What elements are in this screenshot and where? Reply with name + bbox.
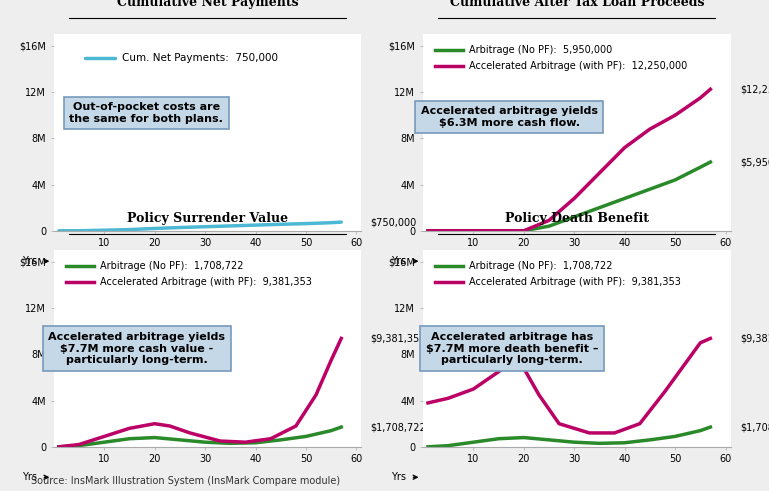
Text: Yrs: Yrs xyxy=(22,472,37,482)
Text: Cumulative After Tax Loan Proceeds: Cumulative After Tax Loan Proceeds xyxy=(450,0,704,9)
Text: Policy Death Benefit: Policy Death Benefit xyxy=(504,212,649,225)
Text: Out-of-pocket costs are
the same for both plans.: Out-of-pocket costs are the same for bot… xyxy=(69,102,223,124)
Text: Accelerated Arbitrage (with PF):  9,381,353: Accelerated Arbitrage (with PF): 9,381,3… xyxy=(469,277,681,287)
Text: $1,708,722: $1,708,722 xyxy=(740,422,769,432)
Text: $750,000: $750,000 xyxy=(371,217,417,227)
Text: Accelerated Arbitrage (with PF):  9,381,353: Accelerated Arbitrage (with PF): 9,381,3… xyxy=(100,277,312,287)
Text: $9,381,353: $9,381,353 xyxy=(740,333,769,343)
Text: Policy Surrender Value: Policy Surrender Value xyxy=(127,212,288,225)
Text: Cumulative Net Payments: Cumulative Net Payments xyxy=(117,0,298,9)
Text: Yrs: Yrs xyxy=(391,472,406,482)
Text: Source: InsMark Illustration System (InsMark Compare module): Source: InsMark Illustration System (Ins… xyxy=(31,476,340,486)
Text: Yrs: Yrs xyxy=(22,256,37,266)
Text: $1,708,722: $1,708,722 xyxy=(371,422,426,432)
Text: Arbitrage (No PF):  1,708,722: Arbitrage (No PF): 1,708,722 xyxy=(469,261,613,271)
Text: Cum. Net Payments:  750,000: Cum. Net Payments: 750,000 xyxy=(122,53,278,63)
Text: Yrs: Yrs xyxy=(391,256,406,266)
Text: $12,250,000: $12,250,000 xyxy=(740,84,769,94)
Text: $9,381,353: $9,381,353 xyxy=(371,333,426,343)
Text: Accelerated Arbitrage (with PF):  12,250,000: Accelerated Arbitrage (with PF): 12,250,… xyxy=(469,61,687,71)
Text: $5,950,000: $5,950,000 xyxy=(740,157,769,167)
Text: Arbitrage (No PF):  5,950,000: Arbitrage (No PF): 5,950,000 xyxy=(469,45,612,55)
Text: Accelerated arbitrage has
$7.7M more death benefit –
particularly long-term.: Accelerated arbitrage has $7.7M more dea… xyxy=(426,332,598,365)
Text: Arbitrage (No PF):  1,708,722: Arbitrage (No PF): 1,708,722 xyxy=(100,261,244,271)
Text: Accelerated arbitrage yields
$6.3M more cash flow.: Accelerated arbitrage yields $6.3M more … xyxy=(421,106,598,128)
Text: Accelerated arbitrage yields
$7.7M more cash value -
particularly long-term.: Accelerated arbitrage yields $7.7M more … xyxy=(48,332,225,365)
